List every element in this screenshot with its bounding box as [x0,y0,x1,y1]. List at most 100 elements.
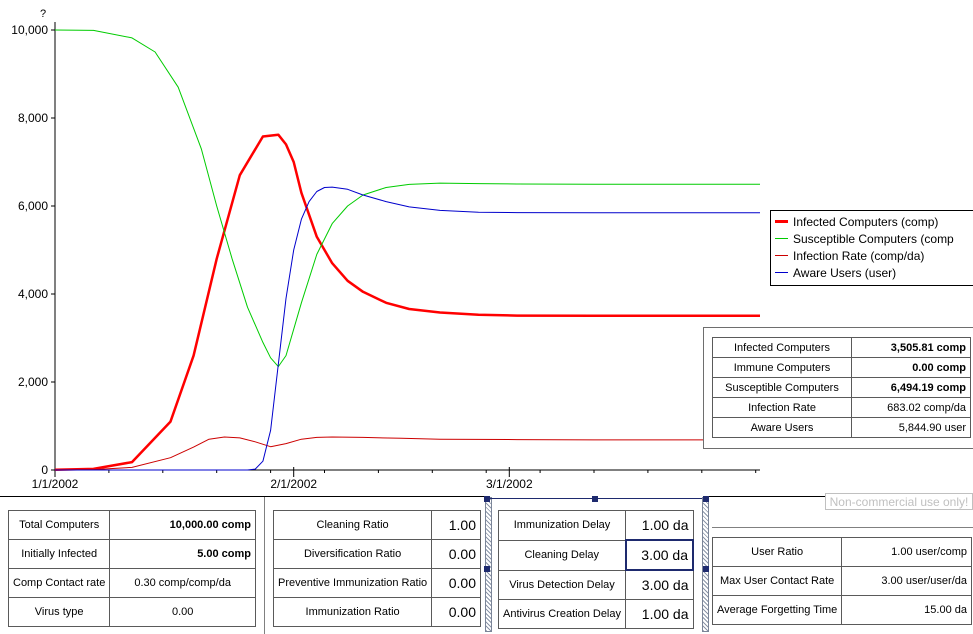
value-cell: 0.00 comp [851,357,971,378]
panel-ratios: Cleaning Ratio 1.00 Diversification Ratio… [272,510,481,627]
param-value[interactable]: 0.00 [109,597,256,627]
param-label: Antivirus Creation Delay [498,599,626,629]
param-value[interactable]: 10,000.00 comp [109,510,256,540]
y-tick-label: 10,000 [11,23,48,37]
param-label: Initially Infected [7,539,111,569]
param-value[interactable]: 0.00 [431,539,481,569]
value-label: Susceptible Computers [712,377,852,398]
legend-label-susceptible: Susceptible Computers (comp [793,231,954,246]
value-label: Aware Users [712,417,852,438]
param-value[interactable]: 1.00 user/comp [841,537,972,567]
param-value[interactable]: 1.00 da [625,510,694,541]
legend-label-infection-rate: Infection Rate (comp/da) [793,248,925,263]
x-tick-label: 2/1/2002 [270,477,317,491]
param-value[interactable]: 3.00 user/user/da [841,566,972,596]
param-label: Max User Contact Rate [711,566,843,596]
y-tick-label: 6,000 [18,199,48,213]
table-row: Cleaning Delay 3.00 da [498,539,694,571]
table-row: Total Computers 10,000.00 comp [7,510,256,540]
y-tick-label: 8,000 [18,111,48,125]
panel-top-rule [0,496,490,497]
series-line-2 [54,436,760,471]
watermark-label: Non-commercial use only! [825,493,973,510]
table-row: Susceptible Computers 6,494.19 comp [712,377,971,398]
resize-handle[interactable] [592,496,598,502]
x-tick-label: 3/1/2002 [486,477,533,491]
panel-computers: Total Computers 10,000.00 comp Initially … [7,510,256,627]
param-label: Immunization Ratio [272,597,433,627]
table-row: Infection Rate 683.02 comp/da [712,397,971,418]
param-label: Cleaning Ratio [272,510,433,540]
y-tick-label: 4,000 [18,287,48,301]
param-value[interactable]: 1.00 [431,510,481,540]
param-label: Virus type [7,597,111,627]
x-tick-label: 1/1/2002 [32,477,79,491]
y-tick-label: 0 [41,463,48,477]
value-label: Infection Rate [712,397,852,418]
table-row: Virus Detection Delay 3.00 da [498,569,694,600]
series-line-1 [54,29,760,368]
param-label: Preventive Immunization Ratio [272,568,433,598]
selection-frame-right[interactable] [702,497,709,632]
series-line-0 [54,133,760,472]
param-label: Total Computers [7,510,111,540]
resize-handle[interactable] [703,566,709,572]
table-row: Comp Contact rate 0.30 comp/comp/da [7,568,256,598]
param-label: Immunization Delay [498,510,626,541]
table-row: Virus type 0.00 [7,597,256,627]
value-label: Infected Computers [712,337,852,358]
legend-item-infection-rate: Infection Rate (comp/da) [775,247,973,264]
legend-label-infected: Infected Computers (comp) [793,214,939,229]
legend-label-aware-users: Aware Users (user) [793,265,897,280]
param-label: Cleaning Delay [498,539,626,571]
param-value[interactable]: 1.00 da [625,599,694,629]
line-chart: 0 2,000 4,000 6,000 8,000 10,000 1/1/2002 2/1/2… [11,22,760,491]
table-row: Max User Contact Rate 3.00 user/user/da [711,566,972,596]
panel-delays: Immunization Delay 1.00 da Cleaning Delay… [498,510,694,629]
table-row: Average Forgetting Time 15.00 da [711,595,972,625]
param-value[interactable]: 0.00 [431,597,481,627]
table-row: Immunization Ratio 0.00 [272,597,481,627]
selection-frame-left[interactable] [485,497,492,632]
panel-divider-1 [264,497,265,634]
param-value[interactable]: 0.30 comp/comp/da [109,568,256,598]
param-label: Diversification Ratio [272,539,433,569]
value-cell: 3,505.81 comp [851,337,971,358]
table-row: Infected Computers 3,505.81 comp [712,337,971,358]
legend-item-susceptible-computers: Susceptible Computers (comp [775,230,973,247]
table-row: Cleaning Ratio 1.00 [272,510,481,540]
table-row: Diversification Ratio 0.00 [272,539,481,569]
legend-swatch-susceptible [775,238,788,239]
table-row: Immunization Delay 1.00 da [498,510,694,541]
legend-swatch-aware-users [775,272,788,273]
panel-top-rule-right [708,496,825,497]
panel-users: User Ratio 1.00 user/comp Max User Contac… [711,537,972,625]
table-row: Initially Infected 5.00 comp [7,539,256,569]
param-label: Virus Detection Delay [498,569,626,600]
param-label: Average Forgetting Time [711,595,843,625]
y-tick-label: 2,000 [18,375,48,389]
value-cell: 683.02 comp/da [851,397,971,418]
resize-handle[interactable] [484,566,490,572]
resize-handle[interactable] [484,496,490,502]
panel-rule-4 [712,527,973,528]
param-value[interactable]: 5.00 comp [109,539,256,569]
value-cell: 5,844.90 user [851,417,971,438]
param-value[interactable]: 15.00 da [841,595,972,625]
series-line-3 [55,186,760,471]
param-value[interactable]: 3.00 da [625,569,694,600]
value-label: Immune Computers [712,357,852,378]
param-value[interactable]: 0.00 [431,568,481,598]
value-cell: 6,494.19 comp [851,377,971,398]
y-unit-label: ? [40,8,47,20]
current-values-table: Infected Computers 3,505.81 comp Immune C… [712,337,971,438]
table-row: Preventive Immunization Ratio 0.00 [272,568,481,598]
param-label: User Ratio [711,537,843,567]
table-row: User Ratio 1.00 user/comp [711,537,972,567]
chart-legend: Infected Computers (comp) Susceptible Co… [770,210,973,286]
cleaning-delay-field[interactable]: 3.00 da [624,539,694,571]
resize-handle[interactable] [703,496,709,502]
legend-item-aware-users: Aware Users (user) [775,264,973,281]
table-row: Aware Users 5,844.90 user [712,417,971,438]
legend-swatch-infection-rate [775,255,788,256]
